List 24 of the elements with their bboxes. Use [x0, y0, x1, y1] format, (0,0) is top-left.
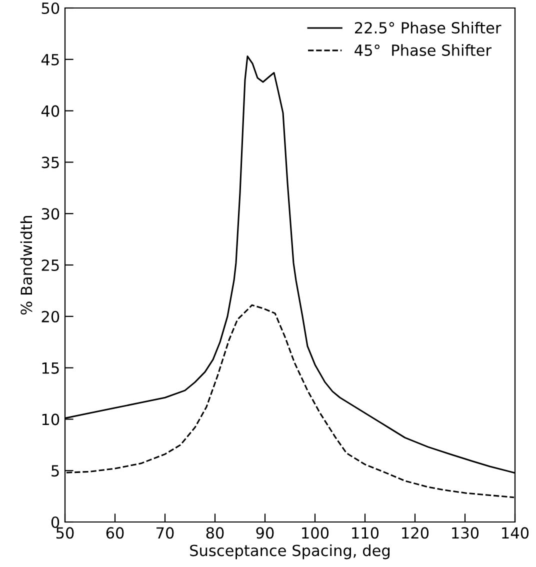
y-tick-label: 10	[42, 414, 60, 426]
x-tick-label: 130	[452, 527, 479, 539]
y-tick-label: 15	[42, 362, 59, 374]
y-tick-label: 25	[42, 259, 59, 272]
y-tick-label: 35	[42, 156, 59, 168]
x-tick-label: 60	[106, 527, 124, 539]
y-tick-label: 50	[42, 2, 60, 14]
x-axis-title: Susceptance Spacing, deg	[190, 544, 390, 560]
x-tick-label: 100	[302, 527, 329, 539]
x-tick-label: 120	[402, 527, 429, 539]
y-tick-label: 30	[42, 208, 60, 220]
y-tick-label: 0	[51, 516, 60, 528]
x-tick-label: 80	[206, 527, 224, 539]
legend-label: 45° Phase Shifter	[354, 44, 492, 56]
y-tick-label: 45	[41, 54, 59, 66]
x-tick-label: 140	[502, 527, 529, 539]
x-tick-label: 90	[256, 527, 274, 539]
x-tick-label: 70	[156, 527, 174, 539]
y-axis-title: % Bandwidth	[20, 216, 32, 315]
y-tick-label: 20	[42, 310, 60, 322]
legend-label: 22.5° Phase Shifter	[354, 22, 502, 34]
x-tick-label: 110	[352, 527, 379, 539]
y-tick-label: 5	[52, 465, 59, 477]
y-tick-label: 40	[41, 105, 60, 117]
